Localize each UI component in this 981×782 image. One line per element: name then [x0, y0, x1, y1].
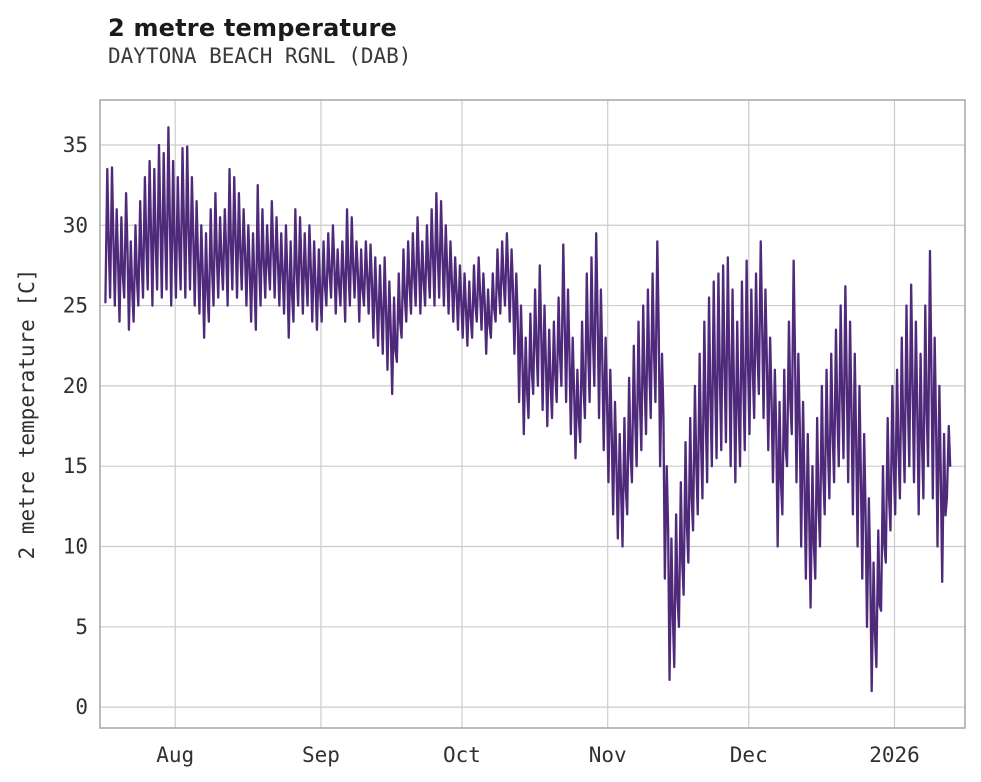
y-tick-label: 30 — [63, 213, 88, 237]
chart-subtitle: DAYTONA BEACH RGNL (DAB) — [108, 44, 412, 68]
chart-header: 2 metre temperature DAYTONA BEACH RGNL (… — [108, 14, 411, 68]
x-tick-label: Dec — [730, 743, 768, 767]
x-tick-label: Nov — [589, 743, 627, 767]
y-tick-label: 15 — [63, 454, 88, 478]
y-tick-label: 20 — [63, 374, 88, 398]
y-axis-label: 2 metre temperature [C] — [15, 269, 39, 560]
y-tick-label: 35 — [63, 133, 88, 157]
y-tick-label: 5 — [75, 615, 88, 639]
y-tick-label: 0 — [75, 695, 88, 719]
chart-title: 2 metre temperature — [108, 14, 397, 42]
y-tick-label: 10 — [63, 535, 88, 559]
x-tick-label: Oct — [443, 743, 481, 767]
x-tick-label: Sep — [302, 743, 340, 767]
temperature-line-chart: 0 5 10 15 20 25 30 35 Aug Sep Oct Nov Dec 2026 2 metre… — [15, 99, 966, 767]
y-tick-label: 25 — [63, 294, 88, 318]
x-tick-label: 2026 — [869, 743, 920, 767]
x-tick-label: Aug — [156, 743, 194, 767]
